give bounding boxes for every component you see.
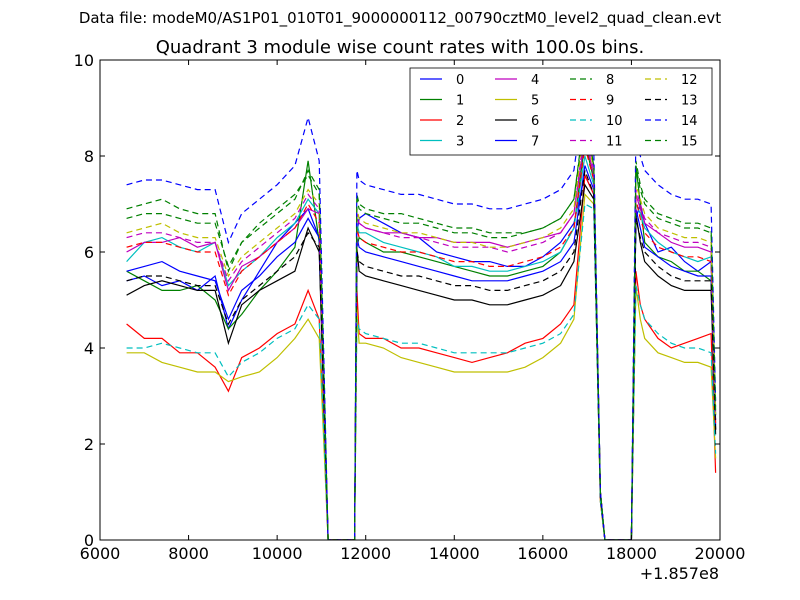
legend-label-14: 14 <box>681 114 698 129</box>
series-line-7 <box>126 165 717 540</box>
chart-title: Quadrant 3 module wise count rates with … <box>155 37 645 58</box>
series-line-12 <box>126 122 717 540</box>
series-line-14 <box>126 88 717 540</box>
y-tick-label: 2 <box>84 435 94 454</box>
series-line-10 <box>126 203 717 540</box>
y-tick-label: 0 <box>84 531 94 550</box>
legend-label-4: 4 <box>531 73 539 88</box>
x-tick-label: 14000 <box>429 544 480 563</box>
y-tick-label: 10 <box>74 51 94 70</box>
series-line-13 <box>126 170 717 540</box>
series-line-15 <box>126 117 717 540</box>
y-tick-label: 4 <box>84 339 94 358</box>
legend-label-13: 13 <box>681 94 698 109</box>
y-tick-label: 6 <box>84 243 94 262</box>
legend-label-0: 0 <box>456 73 464 88</box>
legend-label-5: 5 <box>531 94 539 109</box>
legend-label-8: 8 <box>606 73 614 88</box>
legend-label-12: 12 <box>681 73 698 88</box>
series-line-8 <box>126 112 717 540</box>
legend-label-11: 11 <box>606 135 623 150</box>
legend-label-10: 10 <box>606 114 623 129</box>
series-line-2 <box>126 172 717 540</box>
series-layer <box>126 88 717 540</box>
x-tick-label: 8000 <box>168 544 209 563</box>
legend-box <box>409 67 713 156</box>
series-line-4 <box>126 136 717 540</box>
legend-label-7: 7 <box>531 135 539 150</box>
y-tick-label: 8 <box>84 147 94 166</box>
legend-label-1: 1 <box>456 94 464 109</box>
legend-label-6: 6 <box>531 114 539 129</box>
x-tick-label: 16000 <box>517 544 568 563</box>
x-tick-label: 20000 <box>695 544 746 563</box>
plot-frame <box>99 59 721 541</box>
x-axis-offset-label: +1.857e8 <box>640 564 719 583</box>
x-tick-label: 6000 <box>80 544 121 563</box>
legend-label-3: 3 <box>456 135 464 150</box>
series-line-5 <box>126 193 717 540</box>
series-line-1 <box>126 141 717 540</box>
legend-label-15: 15 <box>681 135 698 150</box>
series-line-0 <box>126 173 717 540</box>
x-tick-label: 12000 <box>340 544 391 563</box>
series-line-11 <box>126 127 717 540</box>
data-file-supertitle: Data file: modeM0/AS1P01_010T01_90000001… <box>78 9 722 27</box>
axis-ticks: 6000 8000 10000 12000 14000 16000 18000 20000 0 2… <box>74 51 746 563</box>
x-tick-label: 10000 <box>252 544 303 563</box>
series-line-9 <box>126 146 717 540</box>
legend-label-2: 2 <box>456 114 464 129</box>
legend-label-9: 9 <box>606 94 614 109</box>
x-tick-label: 18000 <box>606 544 657 563</box>
